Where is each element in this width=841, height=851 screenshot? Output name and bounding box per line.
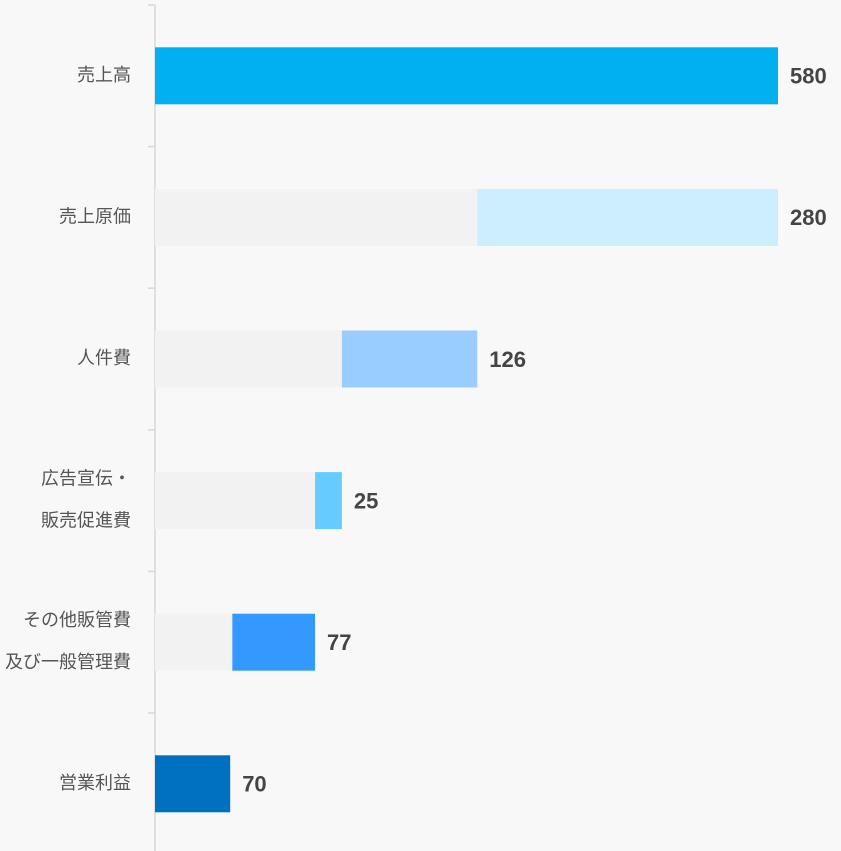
base-bar	[155, 330, 342, 388]
base-bar	[155, 472, 316, 530]
value-label: 280	[790, 205, 827, 230]
bar	[155, 47, 778, 105]
bar	[155, 755, 231, 813]
value-label: 25	[354, 488, 378, 513]
base-bar	[155, 613, 233, 671]
value-label: 126	[489, 347, 526, 372]
category-label: 売上原価	[59, 206, 131, 227]
base-bar	[155, 188, 478, 246]
category-label: 広告宣伝・	[41, 469, 131, 490]
value-label: 70	[242, 772, 266, 797]
category-label: 営業利益	[59, 773, 131, 794]
category-label: 販売促進費	[41, 511, 131, 532]
bar	[315, 472, 342, 530]
value-label: 77	[327, 630, 351, 655]
category-label: 及び一般管理費	[5, 652, 131, 673]
category-label: 人件費	[77, 348, 131, 369]
category-label: 売上高	[77, 65, 131, 86]
bar	[232, 613, 316, 671]
value-label: 580	[790, 64, 827, 89]
category-label: その他販管費	[23, 610, 131, 631]
bar	[477, 188, 778, 246]
bar	[341, 330, 478, 388]
